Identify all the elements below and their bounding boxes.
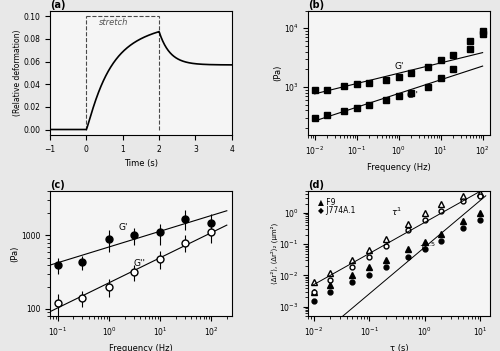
Y-axis label: (Pa): (Pa) bbox=[10, 245, 20, 262]
Text: (c): (c) bbox=[50, 180, 65, 191]
Y-axis label: (Pa): (Pa) bbox=[273, 65, 282, 81]
Y-axis label: (Relative deformation): (Relative deformation) bbox=[13, 29, 22, 116]
Text: G'': G'' bbox=[134, 259, 145, 268]
Text: (b): (b) bbox=[308, 0, 324, 10]
Text: (a): (a) bbox=[50, 0, 66, 10]
X-axis label: Frequency (Hz): Frequency (Hz) bbox=[109, 344, 173, 351]
Text: ▲ F9: ▲ F9 bbox=[318, 197, 336, 206]
Text: $\tau^{1.5}$: $\tau^{1.5}$ bbox=[420, 241, 436, 253]
Text: $\tau^1$: $\tau^1$ bbox=[391, 206, 402, 218]
X-axis label: Frequency (Hz): Frequency (Hz) bbox=[367, 163, 431, 172]
Text: G': G' bbox=[118, 223, 128, 232]
Text: stretch: stretch bbox=[99, 18, 128, 27]
Text: ◆ J774A.1: ◆ J774A.1 bbox=[318, 206, 356, 215]
Y-axis label: ⟨Δr²⟩, ⟨Δr²⟩₂ (μm²): ⟨Δr²⟩, ⟨Δr²⟩₂ (μm²) bbox=[270, 223, 278, 284]
Text: G'': G'' bbox=[406, 91, 418, 100]
X-axis label: Time (s): Time (s) bbox=[124, 159, 158, 168]
Text: (d): (d) bbox=[308, 180, 324, 191]
Text: G': G' bbox=[394, 62, 404, 71]
X-axis label: τ (s): τ (s) bbox=[390, 344, 408, 351]
